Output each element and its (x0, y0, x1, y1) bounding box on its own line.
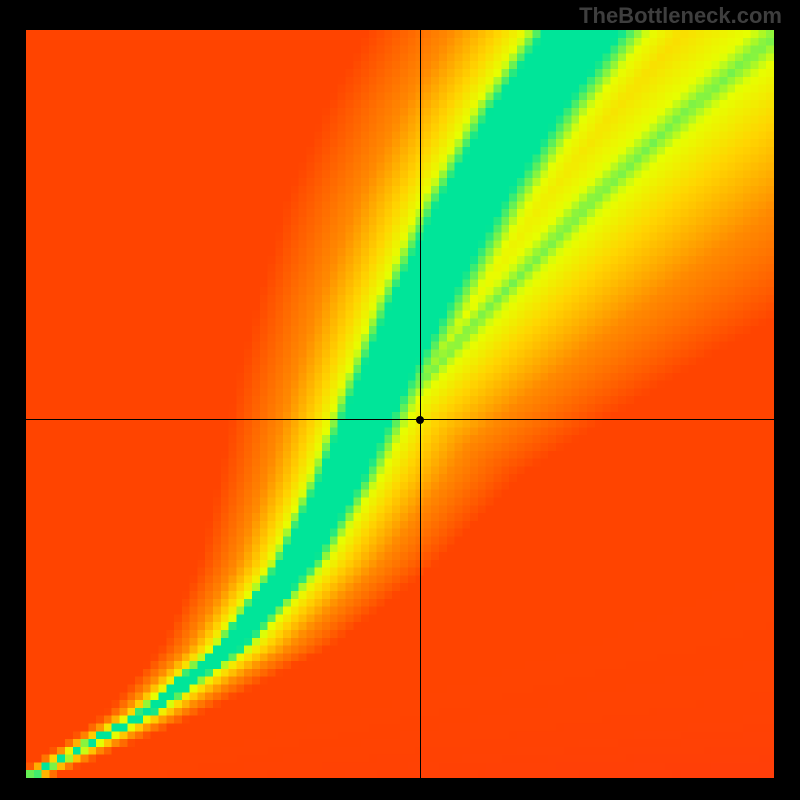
crosshair-marker (416, 416, 424, 424)
heatmap-canvas (26, 30, 774, 778)
plot-area (26, 30, 774, 778)
crosshair-horizontal (26, 419, 774, 420)
watermark-text: TheBottleneck.com (579, 3, 782, 29)
chart-container: TheBottleneck.com (0, 0, 800, 800)
crosshair-vertical (420, 30, 421, 778)
